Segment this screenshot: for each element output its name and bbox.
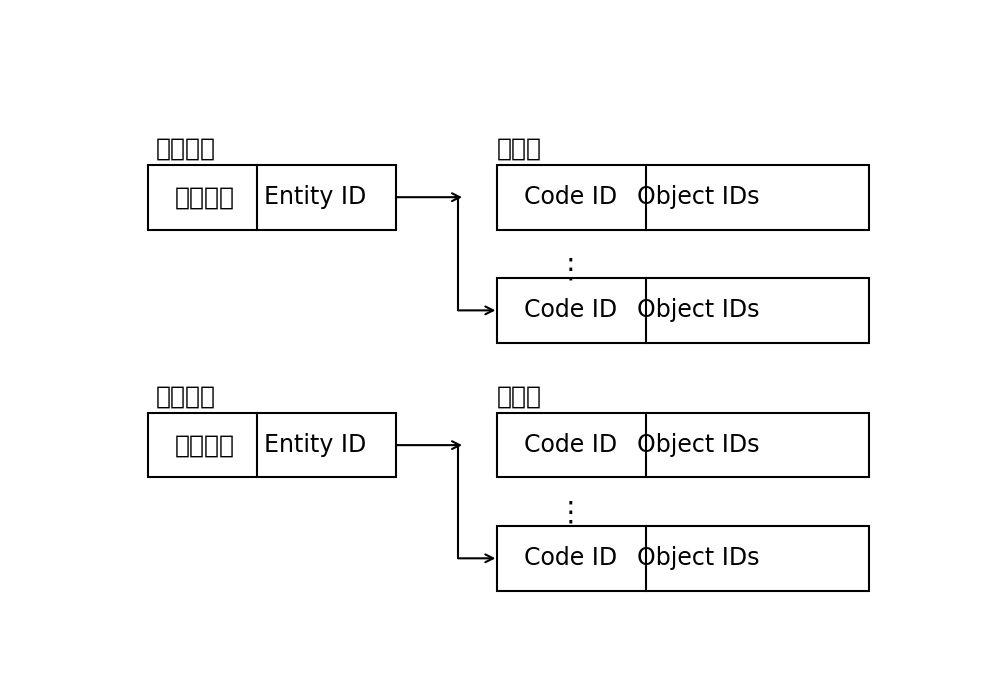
Text: ⋮: ⋮ xyxy=(557,498,584,526)
Text: 地理实体: 地理实体 xyxy=(156,136,216,161)
Text: Code ID: Code ID xyxy=(524,433,617,457)
Text: Object IDs: Object IDs xyxy=(637,298,760,323)
Text: 地形高程: 地形高程 xyxy=(175,186,235,209)
Text: 网格表: 网格表 xyxy=(497,136,542,161)
Text: Code ID: Code ID xyxy=(524,186,617,209)
Text: Object IDs: Object IDs xyxy=(637,546,760,570)
Text: Code ID: Code ID xyxy=(524,546,617,570)
Bar xyxy=(497,526,869,591)
Text: ⋮: ⋮ xyxy=(557,256,584,284)
Text: Object IDs: Object IDs xyxy=(637,186,760,209)
Bar xyxy=(497,165,869,230)
Text: 雷达区域: 雷达区域 xyxy=(175,433,235,457)
Text: Object IDs: Object IDs xyxy=(637,433,760,457)
Bar xyxy=(497,413,869,477)
Text: 地理实体: 地理实体 xyxy=(156,384,216,409)
Bar xyxy=(148,413,396,477)
Text: Entity ID: Entity ID xyxy=(264,433,366,457)
Bar xyxy=(497,278,869,343)
Text: Code ID: Code ID xyxy=(524,298,617,323)
Text: Entity ID: Entity ID xyxy=(264,186,366,209)
Bar xyxy=(148,165,396,230)
Text: 网格表: 网格表 xyxy=(497,384,542,409)
